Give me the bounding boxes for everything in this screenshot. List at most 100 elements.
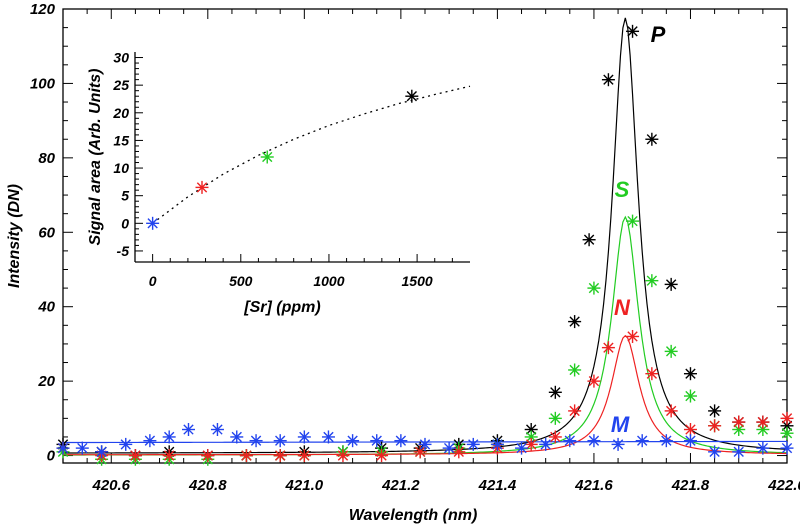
data-point-m <box>119 437 133 451</box>
x-axis-label: Wavelength (nm) <box>349 507 478 524</box>
inset-y-tick-label: -5 <box>117 243 130 259</box>
data-point-n <box>297 449 311 463</box>
main-plot-frame <box>62 8 788 464</box>
data-point-n <box>273 449 287 463</box>
data-point-p <box>683 367 697 381</box>
inset-y-tick-label: 10 <box>113 160 129 176</box>
data-point-n <box>568 404 582 418</box>
y-tick-label: 120 <box>30 1 56 18</box>
data-point-m <box>708 445 722 459</box>
x-tick-label: 421.4 <box>478 477 517 494</box>
x-tick-label: 421.0 <box>285 477 324 494</box>
data-point-p <box>548 385 562 399</box>
data-point-p <box>582 233 596 247</box>
data-point-m <box>56 441 70 455</box>
series-label-s: S <box>615 177 630 202</box>
data-point-n <box>664 404 678 418</box>
data-point-p <box>568 315 582 329</box>
data-point-m <box>587 434 601 448</box>
inset-x-tick-label: 1000 <box>313 273 344 289</box>
x-tick-label: 420.6 <box>91 477 130 494</box>
x-tick-label: 420.8 <box>188 477 227 494</box>
data-point-m <box>297 430 311 444</box>
data-point-m <box>249 434 263 448</box>
data-point-s <box>524 430 538 444</box>
data-point-n <box>601 341 615 355</box>
x-tick-label: 421.6 <box>574 477 613 494</box>
inset-x-tick-label: 500 <box>229 273 253 289</box>
data-point-m <box>418 437 432 451</box>
inset-data-point <box>195 180 209 194</box>
data-point-n <box>645 367 659 381</box>
data-point-s <box>548 411 562 425</box>
data-point-n <box>587 374 601 388</box>
inset-x-tick-label: 0 <box>149 273 157 289</box>
data-point-m <box>756 441 770 455</box>
data-point-m <box>490 437 504 451</box>
data-point-n <box>756 415 770 429</box>
data-point-n <box>162 449 176 463</box>
inset-fit-curve <box>152 85 471 224</box>
data-point-m <box>273 434 287 448</box>
data-point-p <box>626 24 640 38</box>
y-tick-label: 60 <box>38 224 55 241</box>
inset-data-point <box>260 150 274 164</box>
data-point-n <box>336 449 350 463</box>
inset-y-tick-label: 5 <box>121 188 129 204</box>
data-point-m <box>321 430 335 444</box>
data-point-m <box>370 434 384 448</box>
data-point-n <box>201 449 215 463</box>
data-point-m <box>780 441 794 455</box>
data-point-p <box>664 277 678 291</box>
x-tick-label: 421.2 <box>381 477 420 494</box>
y-tick-label: 100 <box>30 75 56 92</box>
data-point-n <box>626 329 640 343</box>
inset-x-tick-label: 1500 <box>402 273 433 289</box>
data-point-m <box>732 445 746 459</box>
data-point-n <box>128 449 142 463</box>
data-point-s <box>587 281 601 295</box>
fit-curve-s <box>63 215 788 456</box>
data-point-m <box>394 434 408 448</box>
y-axis-label: Intensity (DN) <box>6 184 23 288</box>
data-point-s <box>683 389 697 403</box>
data-point-n <box>413 445 427 459</box>
data-point-n <box>548 430 562 444</box>
data-point-m <box>563 434 577 448</box>
inset-plot: -5 0 5 10 15 20 25 30 0 500 1000 1500 [Sr] (ppm) Sign… <box>87 50 471 316</box>
data-point-m <box>659 434 673 448</box>
y-tick-label: 80 <box>38 150 55 167</box>
y-tick-label: 40 <box>37 299 55 316</box>
data-point-m <box>210 423 224 437</box>
data-point-m <box>611 437 625 451</box>
y-tick-label: 0 <box>47 448 56 465</box>
fit-curve-p <box>62 17 788 454</box>
data-point-n <box>452 445 466 459</box>
data-point-n <box>524 437 538 451</box>
data-point-m <box>442 441 456 455</box>
data-point-m <box>683 434 697 448</box>
data-point-p <box>645 132 659 146</box>
data-point-n <box>683 423 697 437</box>
data-point-s <box>780 426 794 440</box>
y-tick-label: 20 <box>37 373 55 390</box>
data-point-m <box>346 434 360 448</box>
data-point-m <box>635 434 649 448</box>
series-label-p: P <box>651 22 666 47</box>
data-point-s <box>645 274 659 288</box>
inset-data-point <box>405 89 419 103</box>
x-tick-label: 422.0 <box>767 477 800 494</box>
inset-y-tick-label: 20 <box>112 105 129 121</box>
data-point-p <box>601 73 615 87</box>
data-point-m <box>143 434 157 448</box>
inset-data-point <box>146 216 160 230</box>
data-point-n <box>732 415 746 429</box>
data-point-m <box>230 430 244 444</box>
inset-y-tick-label: 0 <box>121 215 129 231</box>
data-point-m <box>95 445 109 459</box>
data-point-n <box>375 449 389 463</box>
data-point-n <box>780 411 794 425</box>
inset-y-tick-label: 30 <box>113 50 129 66</box>
series-label-m: M <box>611 412 630 437</box>
